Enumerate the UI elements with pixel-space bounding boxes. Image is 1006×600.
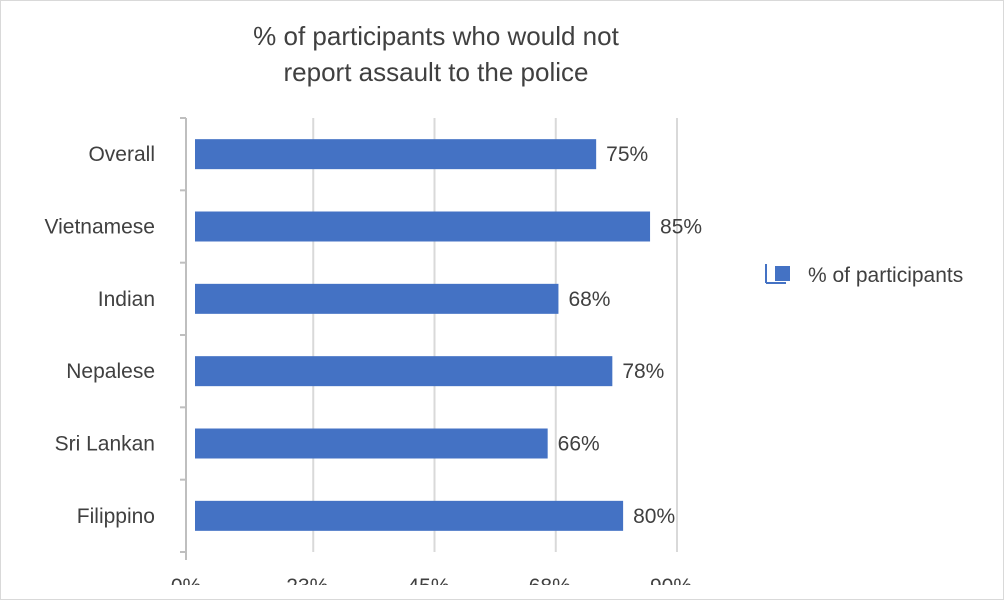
bar	[195, 283, 559, 314]
data-label: 85%	[660, 216, 702, 239]
bar	[195, 356, 613, 387]
category-label: Vietnamese	[44, 216, 155, 239]
x-tick-label: 0%	[171, 575, 201, 585]
x-tick-label: 68%	[529, 575, 571, 585]
data-label: 66%	[558, 433, 600, 456]
x-tick-label: 45%	[407, 575, 449, 585]
bar-chart: Overall 75% Vietnamese 85% Indian 68% Nepalese…	[44, 117, 963, 585]
bar	[195, 500, 624, 531]
data-label: 78%	[622, 360, 664, 383]
category-label: Sri Lankan	[55, 433, 155, 456]
category-label: Overall	[88, 143, 155, 166]
bar	[195, 211, 651, 242]
data-label: 75%	[606, 143, 648, 166]
bar	[195, 428, 548, 459]
chart-title: % of participants who would not report a…	[186, 18, 686, 90]
data-label: 68%	[568, 288, 610, 311]
bar	[195, 139, 597, 170]
category-label: Filippino	[77, 505, 155, 528]
legend-label: % of participants	[808, 264, 963, 287]
category-label: Indian	[98, 288, 155, 311]
category-label: Nepalese	[66, 360, 155, 383]
chart-title-line-1: % of participants who would not	[253, 21, 619, 51]
data-label: 80%	[633, 505, 675, 528]
x-tick-label: 90%	[650, 575, 692, 585]
legend-swatch	[775, 266, 790, 281]
chart-title-line-2: report assault to the police	[283, 57, 589, 87]
x-tick-label: 23%	[286, 575, 328, 585]
